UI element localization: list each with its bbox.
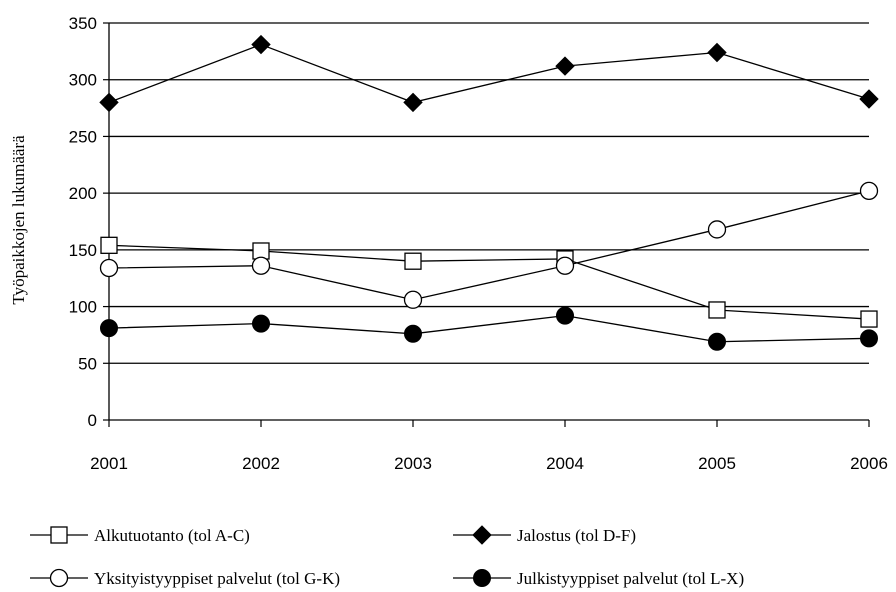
series-line: [108, 314, 870, 343]
data-point: [99, 258, 119, 278]
legend-item: Jalostus (tol D-F): [453, 525, 636, 545]
y-tick-label: 100: [69, 298, 97, 317]
data-point: [403, 290, 423, 309]
y-tick-label: 50: [78, 354, 97, 373]
series-line: [108, 244, 870, 320]
x-tick-label: 2004: [546, 454, 584, 473]
legend-item: Julkistyyppiset palvelut (tol L-X): [453, 569, 744, 588]
data-point: [859, 89, 879, 109]
legend-label: Jalostus (tol D-F): [517, 526, 636, 545]
y-tick-label: 200: [69, 184, 97, 203]
x-tick-label: 2002: [242, 454, 280, 473]
legend-item: Yksityistyyppiset palvelut (tol G-K): [30, 568, 340, 588]
data-point: [251, 256, 271, 275]
legend-item: Alkutuotanto (tol A-C): [30, 526, 250, 545]
data-point: [403, 92, 423, 113]
data-point: [404, 324, 422, 343]
legend-marker: [50, 526, 68, 544]
legend: Alkutuotanto (tol A-C) Jalostus (tol D-F)…: [30, 525, 744, 588]
x-tick-label: 2003: [394, 454, 432, 473]
data-point: [707, 42, 727, 63]
data-point: [555, 56, 575, 76]
data-point: [100, 319, 118, 338]
y-tick-label: 150: [69, 241, 97, 260]
data-point: [859, 181, 879, 201]
data-point: [860, 310, 878, 328]
legend-marker: [49, 568, 69, 588]
data-point: [100, 236, 118, 254]
series-line: [108, 43, 870, 104]
data-point: [860, 329, 878, 348]
y-tick-label: 300: [69, 71, 97, 90]
series-3: [99, 181, 879, 309]
y-tick-labels: 0 50 100 150 200 250 300 350: [69, 14, 97, 430]
series-4: [100, 306, 878, 351]
data-point: [404, 252, 422, 270]
legend-label: Julkistyyppiset palvelut (tol L-X): [517, 569, 744, 588]
x-tick-label: 2001: [90, 454, 128, 473]
series-group: [99, 34, 879, 351]
x-tick-label: 2006: [850, 454, 888, 473]
data-point: [252, 314, 270, 333]
legend-marker: [473, 569, 491, 587]
data-point: [555, 256, 575, 275]
data-point: [99, 92, 119, 113]
x-tick-labels: 2001 2002 2003 2004 2005 2006: [90, 454, 888, 473]
series-line: [108, 190, 870, 301]
data-point: [708, 301, 726, 319]
legend-marker: [472, 525, 492, 545]
y-axis-title: Työpaikkojen lukumäärä: [9, 135, 28, 305]
data-point: [556, 306, 574, 325]
y-tick-label: 0: [88, 411, 97, 430]
axes: [103, 22, 870, 427]
y-tick-label: 250: [69, 127, 97, 146]
data-point: [251, 34, 271, 55]
series-1: [100, 236, 878, 328]
x-tick-label: 2005: [698, 454, 736, 473]
data-point: [708, 332, 726, 351]
legend-label: Yksityistyyppiset palvelut (tol G-K): [94, 569, 340, 588]
series-2: [99, 34, 879, 113]
legend-label: Alkutuotanto (tol A-C): [94, 526, 250, 545]
data-point: [707, 220, 727, 239]
y-tick-label: 350: [69, 14, 97, 33]
